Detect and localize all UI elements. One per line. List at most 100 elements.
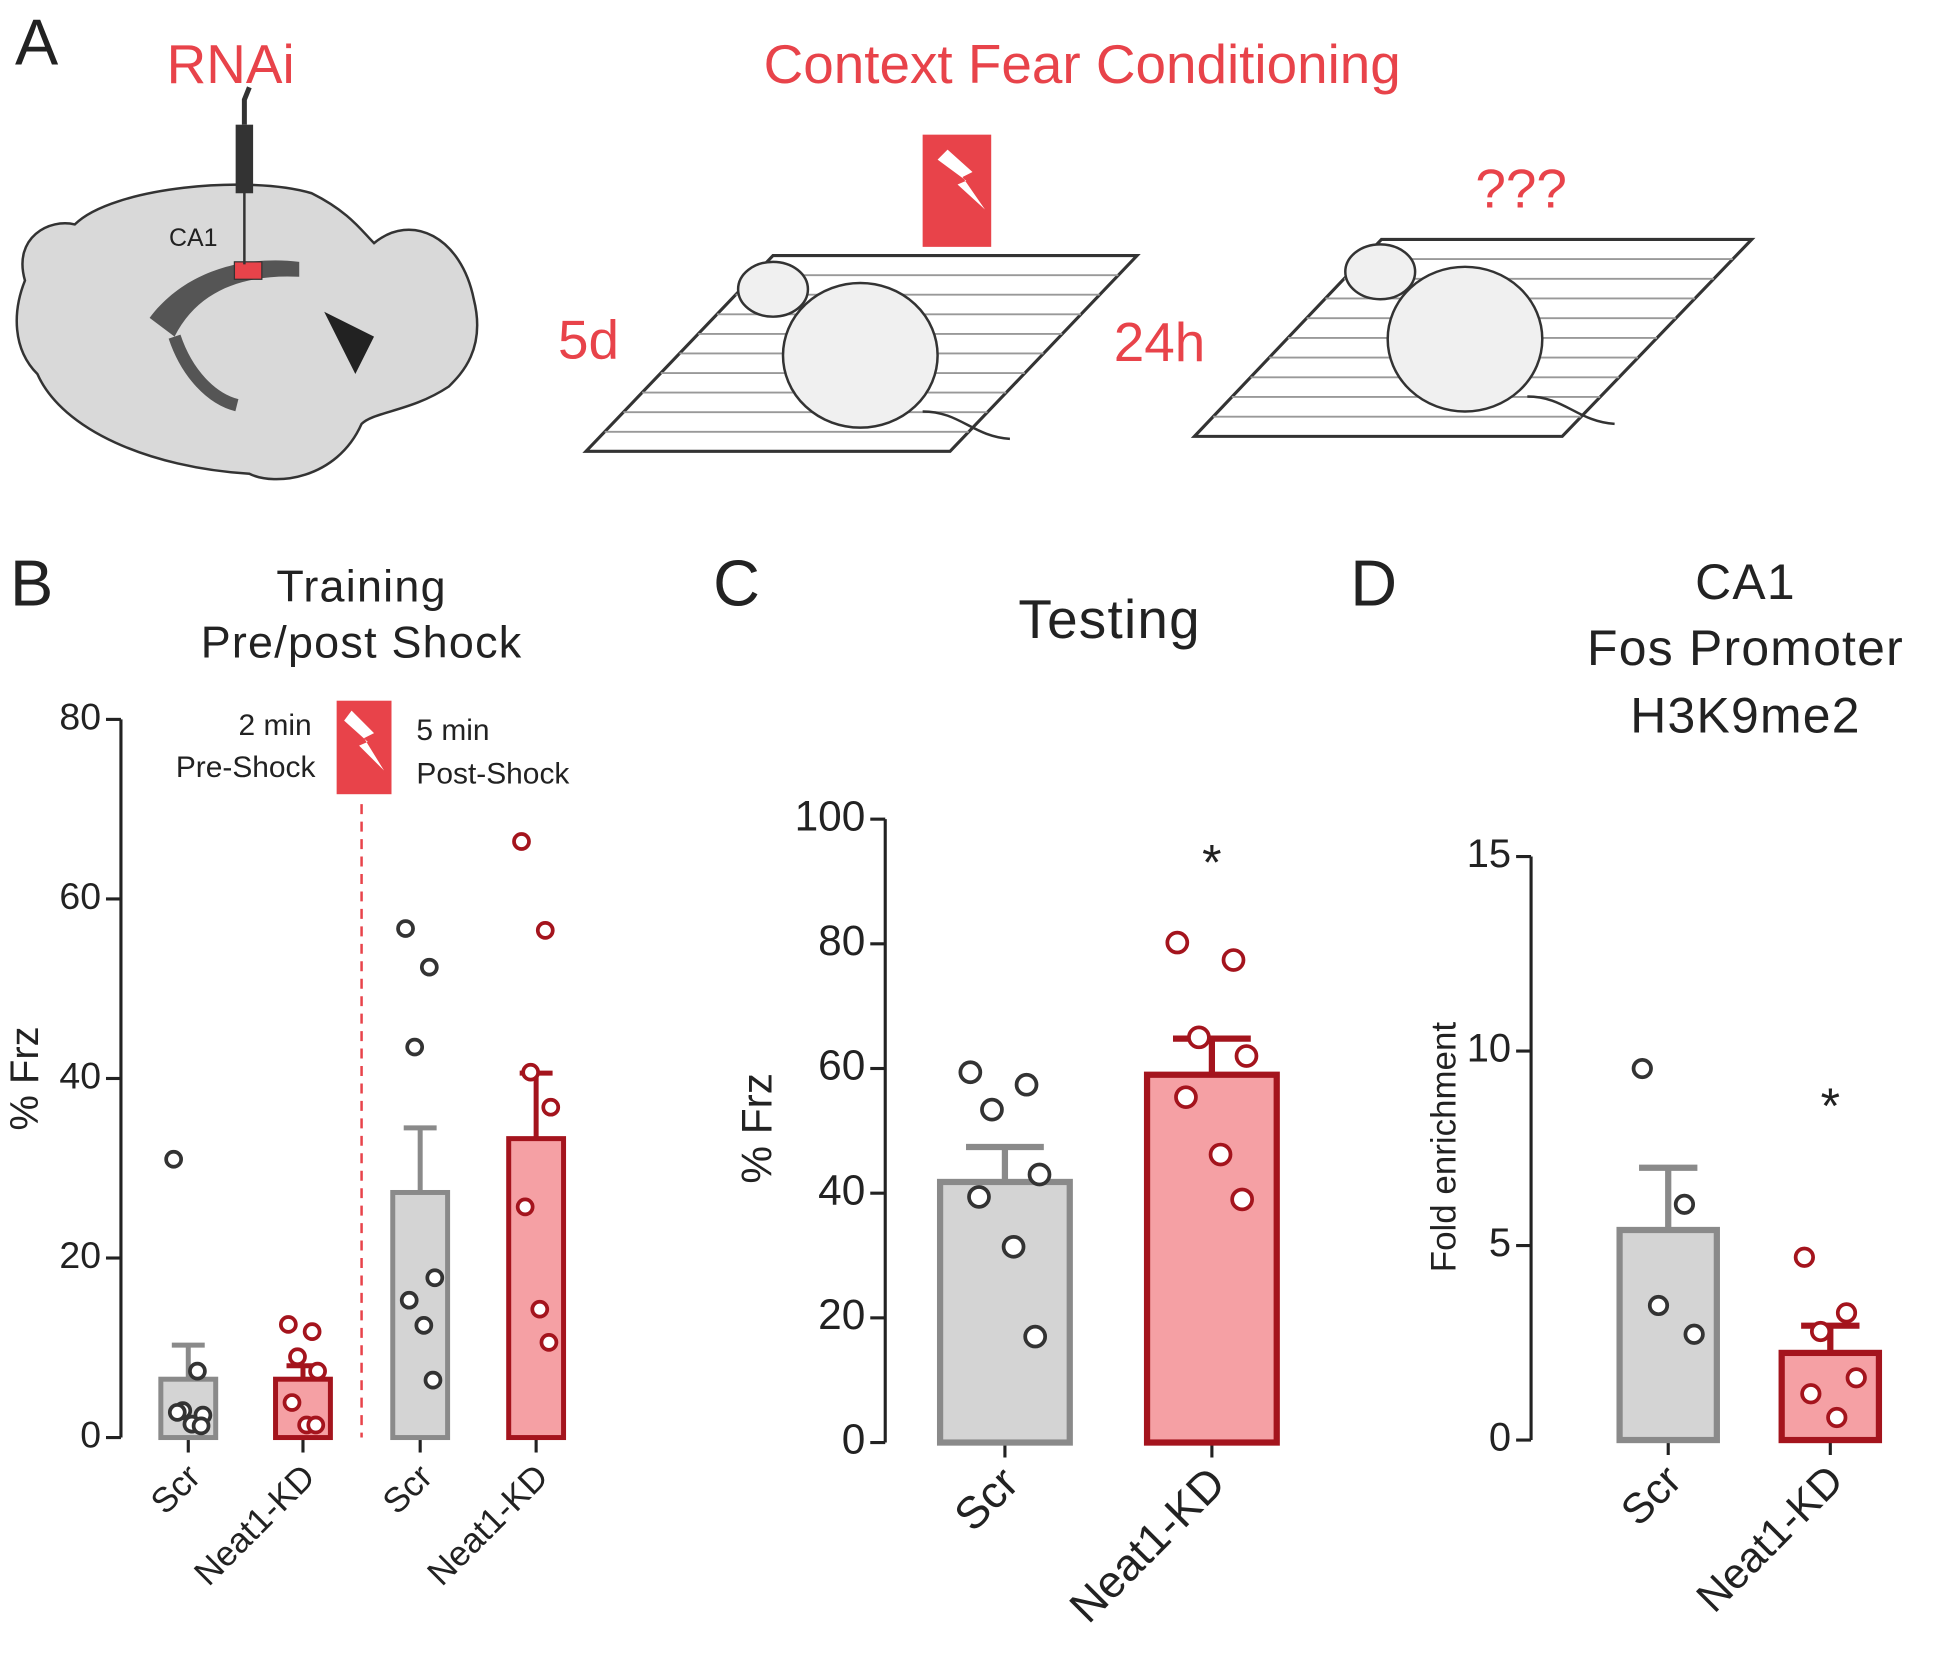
y-tick-label: 80 <box>59 695 101 737</box>
data-point <box>1683 1323 1705 1345</box>
data-point <box>1027 1162 1052 1187</box>
test-label: ??? <box>1475 158 1567 220</box>
data-point <box>967 1185 991 1209</box>
y-tick-label: 60 <box>59 875 101 917</box>
data-point <box>1001 1234 1026 1259</box>
data-point <box>423 1370 443 1390</box>
bar <box>1143 1071 1280 1446</box>
y-axis-label: % Frz <box>3 1026 47 1130</box>
y-axis-label: % Frz <box>734 1073 781 1184</box>
data-point <box>278 1315 298 1334</box>
region-label: CA1 <box>169 224 217 252</box>
mouse <box>736 243 1615 441</box>
y-axis-label: Fold enrichment <box>1425 1022 1464 1273</box>
data-point <box>1165 930 1190 955</box>
data-point <box>1234 1044 1259 1068</box>
annotation: 2 min <box>239 709 312 742</box>
data-point <box>1187 1025 1211 1050</box>
data-point <box>288 1347 307 1367</box>
x-tick-label: Scr <box>944 1457 1028 1541</box>
y-tick-label: 10 <box>1467 1027 1511 1071</box>
delay-label: 24h <box>1114 311 1206 373</box>
data-point <box>1835 1302 1858 1324</box>
x-tick-label: Neat1-KD <box>187 1457 323 1593</box>
y-tick-label: 0 <box>1489 1416 1511 1460</box>
panel-label: B <box>10 547 53 620</box>
bar <box>390 1189 451 1441</box>
data-point <box>1023 1324 1048 1349</box>
y-tick-label: 40 <box>59 1054 101 1096</box>
chart-title: CA1 <box>1695 554 1796 610</box>
data-point <box>405 1037 425 1057</box>
bar <box>506 1136 567 1441</box>
data-point <box>535 921 555 940</box>
y-tick-label: 5 <box>1489 1221 1511 1265</box>
data-point <box>1208 1142 1233 1167</box>
data-point <box>512 832 531 851</box>
y-tick-label: 80 <box>818 917 865 964</box>
chart-title: Fos Promoter <box>1587 620 1904 676</box>
data-point <box>1793 1246 1815 1268</box>
data-point <box>1809 1320 1832 1343</box>
data-point <box>1845 1367 1867 1389</box>
chart-title: Testing <box>1018 588 1201 650</box>
data-point <box>1673 1193 1696 1215</box>
data-point <box>414 1315 434 1335</box>
data-point <box>1647 1294 1670 1317</box>
data-point <box>188 1361 207 1381</box>
data-point <box>167 1403 187 1422</box>
shock-icon <box>922 134 992 247</box>
panel-label: A <box>15 6 59 79</box>
chart-title: H3K9me2 <box>1630 688 1860 744</box>
panel-label: D <box>1350 547 1397 620</box>
chart-title: Training <box>276 561 446 612</box>
data-point <box>521 1062 540 1082</box>
data-point <box>958 1060 983 1085</box>
bar <box>1778 1349 1883 1444</box>
data-point <box>191 1416 211 1436</box>
data-point <box>306 1415 326 1435</box>
data-point <box>302 1322 322 1341</box>
annotation: Pre-Shock <box>176 751 316 784</box>
annotation: 5 min <box>416 714 489 747</box>
y-tick-label: 20 <box>59 1234 101 1276</box>
x-tick-label: Scr <box>1612 1456 1690 1534</box>
data-point <box>1631 1057 1653 1080</box>
data-point <box>419 957 439 977</box>
y-tick-label: 20 <box>818 1291 865 1338</box>
y-tick-label: 40 <box>818 1166 865 1213</box>
annotation: Post-Shock <box>416 757 569 790</box>
panel-label: C <box>713 547 760 620</box>
bar <box>936 1178 1073 1446</box>
x-tick-label: Neat1-KD <box>420 1457 556 1593</box>
y-tick-label: 0 <box>842 1416 866 1463</box>
schematic-title: Context Fear Conditioning <box>764 33 1401 95</box>
data-point <box>1800 1383 1822 1405</box>
rnai-label: RNAi <box>167 33 295 95</box>
data-point <box>515 1197 535 1217</box>
data-point <box>530 1299 550 1319</box>
brain <box>15 86 479 481</box>
data-point <box>164 1149 183 1169</box>
data-point <box>308 1361 327 1381</box>
data-point <box>1174 1085 1198 1110</box>
data-point <box>425 1268 445 1288</box>
annotation: * <box>1202 835 1221 891</box>
delay-label: 5d <box>558 309 619 371</box>
x-tick-label: Scr <box>143 1457 208 1522</box>
data-point <box>399 1290 419 1310</box>
y-tick-label: 100 <box>795 792 866 839</box>
y-tick-label: 15 <box>1467 832 1511 876</box>
chamber <box>582 237 1756 453</box>
x-tick-label: Scr <box>375 1457 440 1522</box>
y-tick-label: 0 <box>80 1413 101 1455</box>
data-point <box>1014 1072 1039 1097</box>
data-point <box>1221 948 1246 972</box>
data-point <box>282 1393 302 1412</box>
shock-icon <box>336 700 392 795</box>
data-point <box>980 1097 1004 1122</box>
annotation: * <box>1821 1078 1840 1134</box>
x-tick-label: Neat1-KD <box>1059 1457 1234 1632</box>
